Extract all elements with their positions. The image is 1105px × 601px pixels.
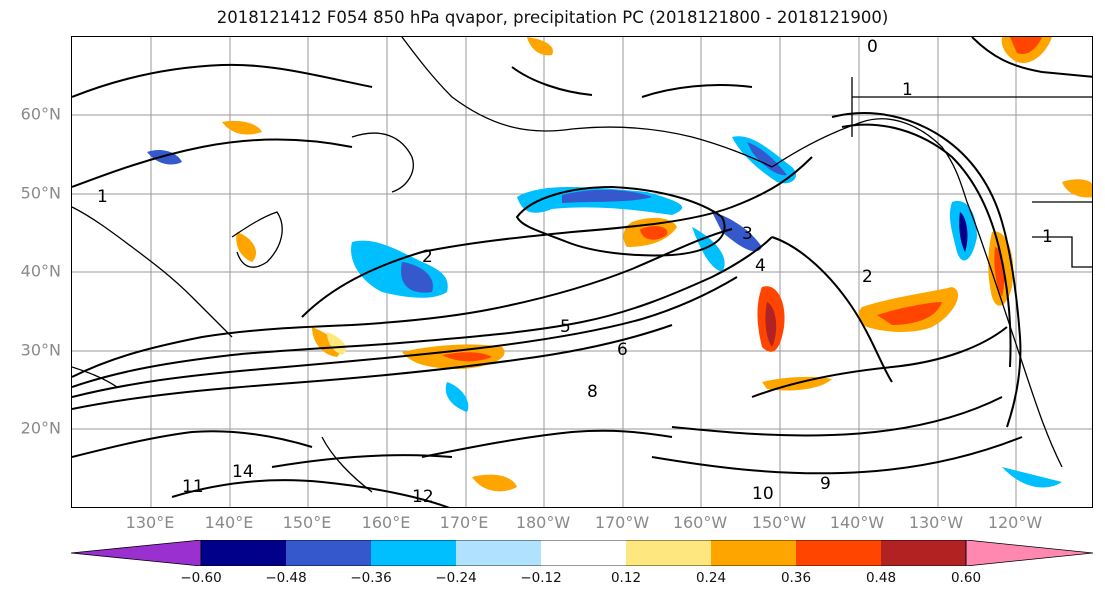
contour-label: 8: [587, 382, 598, 402]
contour-label: 2: [862, 267, 873, 287]
colorbar-segment: [626, 540, 711, 566]
lon-label: 140°E: [204, 513, 254, 532]
map-panel: 1 1 2 3 4 5 6 8 9 10 11 12 14 0 1 2: [71, 36, 1093, 508]
lon-label: 150°E: [282, 513, 332, 532]
colorbar-tick-label: −0.24: [435, 570, 477, 586]
contour-label: 11: [182, 477, 204, 497]
lon-label: 130°W: [908, 513, 964, 532]
colorbar-tick-label: 0.60: [950, 570, 982, 586]
contour-label: 6: [617, 340, 628, 360]
colorbar-segment: [711, 540, 796, 566]
colorbar-tick-label: 0.36: [780, 570, 812, 586]
lon-label: 160°E: [361, 513, 411, 532]
lat-label: 60°N: [20, 104, 61, 124]
lon-label: 170°E: [439, 513, 489, 532]
precip-shading: [147, 37, 1092, 492]
lat-label: 30°N: [20, 340, 61, 360]
map-canvas: 1 1 2 3 4 5 6 8 9 10 11 12 14 0 1 2: [72, 37, 1092, 507]
contour-label: 10: [752, 484, 774, 504]
lon-label: 140°W: [829, 513, 885, 532]
lon-label: 170°W: [594, 513, 650, 532]
lat-label: 20°N: [20, 418, 61, 438]
contour-label: 1: [1042, 227, 1053, 247]
colorbar-extend-right: [965, 540, 1094, 566]
contour-label: 3: [742, 224, 753, 244]
colorbar-tick-label: −0.60: [180, 570, 222, 586]
lon-label: 160°W: [672, 513, 728, 532]
colorbar-extend-left: [71, 540, 202, 566]
lon-label: 150°W: [751, 513, 807, 532]
colorbar-tick-label: −0.12: [520, 570, 562, 586]
colorbar-segment: [286, 540, 371, 566]
contour-label: 0: [867, 37, 878, 57]
colorbar-segment: [201, 540, 286, 566]
contour-label: 1: [902, 80, 913, 100]
lat-label: 40°N: [20, 261, 61, 281]
contour-label-group: 1 1 2 3 4 5 6 8 9 10 11 12 14 0 1 2: [97, 37, 1053, 507]
lat-label: 50°N: [20, 183, 61, 203]
map-title: 2018121412 F054 850 hPa qvapor, precipit…: [216, 8, 889, 27]
colorbar-segment: [371, 540, 456, 566]
colorbar-segment: [541, 540, 626, 566]
colorbar-segment: [881, 540, 966, 566]
coastlines: [72, 37, 1092, 493]
colorbar-segment: [796, 540, 881, 566]
colorbar-segment: [456, 540, 541, 566]
graticule: [72, 37, 1092, 507]
contour-label: 1: [97, 187, 108, 207]
lon-label: 130°E: [125, 513, 175, 532]
colorbar: [71, 540, 1094, 566]
colorbar-tick-label: 0.12: [610, 570, 642, 586]
contour-label: 5: [560, 317, 571, 337]
colorbar-tick-label: 0.24: [695, 570, 727, 586]
colorbar-tick-label: −0.48: [265, 570, 307, 586]
contour-label: 2: [422, 247, 433, 267]
colorbar-tick-label: −0.36: [350, 570, 392, 586]
lon-label: 120°W: [987, 513, 1043, 532]
colorbar-tick-label: 0.48: [865, 570, 897, 586]
contour-label: 4: [755, 256, 766, 276]
contour-label: 12: [412, 487, 434, 507]
lon-label: 180°W: [515, 513, 571, 532]
contour-label: 9: [820, 474, 831, 494]
contour-label: 14: [232, 462, 254, 482]
qvapor-contours: [72, 37, 1092, 507]
